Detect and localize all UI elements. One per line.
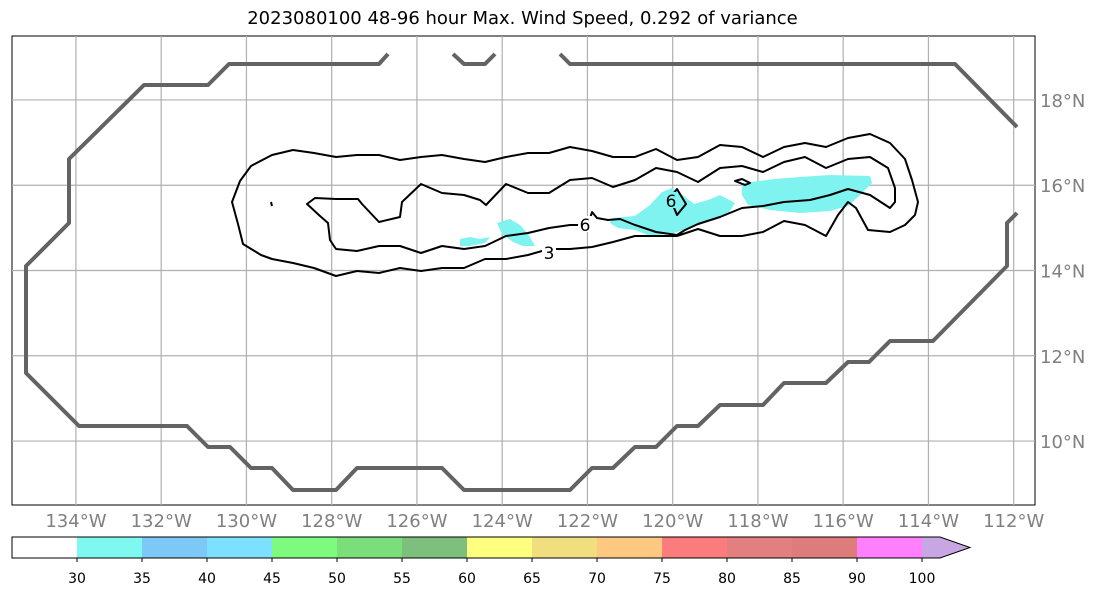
colorbar-segment	[532, 537, 597, 558]
colorbar-label: 80	[718, 571, 736, 587]
colorbar-label: 55	[393, 571, 411, 587]
colorbar-label: 30	[68, 571, 86, 587]
colorbar-segment	[727, 537, 792, 558]
colorbar-segment	[792, 537, 857, 558]
lon-tick-label: 122°W	[557, 511, 618, 532]
chart-title: 2023080100 48-96 hour Max. Wind Speed, 0…	[247, 8, 798, 29]
lon-tick-label: 112°W	[983, 511, 1044, 532]
colorbar-segment	[662, 537, 727, 558]
lon-tick-label: 120°W	[642, 511, 703, 532]
colorbar-label: 40	[198, 571, 216, 587]
colorbar-outline	[11, 536, 972, 559]
colorbar-label: 65	[523, 571, 541, 587]
contour-label-bg	[665, 192, 678, 208]
outline-top-middle	[451, 52, 497, 66]
contour-label: 3	[544, 244, 555, 264]
shade-region-center	[610, 188, 735, 236]
region-outline	[24, 52, 1019, 492]
lon-tick-label: 118°W	[727, 511, 788, 532]
contour-6-east-blob	[734, 178, 751, 186]
colorbar	[11, 536, 972, 562]
contour-label-bg	[578, 216, 592, 232]
outline-main	[24, 52, 1019, 492]
lon-tick-label: 116°W	[813, 511, 874, 532]
contour-dot	[270, 201, 273, 207]
longitude-labels: 134°W 132°W 130°W 128°W 126°W 124°W 122°W 120°W…	[45, 511, 1044, 532]
colorbar-label: 70	[588, 571, 606, 587]
colorbar-label: 45	[263, 571, 281, 587]
latitude-labels: 10°N 12°N 14°N 16°N 18°N	[1040, 91, 1085, 453]
contour-label: 6	[666, 192, 677, 212]
lon-tick-label: 114°W	[898, 511, 959, 532]
contour-6	[306, 156, 896, 254]
lat-tick-label: 16°N	[1040, 176, 1085, 197]
colorbar-label: 60	[458, 571, 476, 587]
colorbar-segment	[337, 537, 402, 558]
outline-top-right	[558, 52, 1019, 129]
contour-label-group: 6 6 3	[542, 192, 678, 264]
colorbar-segment	[207, 537, 272, 558]
shade-region-west-b	[460, 237, 490, 246]
contour-label: 6	[580, 216, 591, 236]
colorbar-segment	[402, 537, 467, 558]
lat-tick-label: 14°N	[1040, 262, 1085, 283]
colorbar-label: 100	[909, 571, 936, 587]
colorbar-segment	[77, 537, 142, 558]
colorbar-label: 85	[783, 571, 801, 587]
colorbar-segment	[272, 537, 337, 558]
colorbar-label: 35	[133, 571, 151, 587]
lon-tick-label: 124°W	[472, 511, 533, 532]
colorbar-labels: 30 35 40 45 50 55 60 65 70 75 80 85 90 100	[68, 571, 935, 587]
colorbar-label: 75	[653, 571, 671, 587]
colorbar-label: 90	[848, 571, 866, 587]
colorbar-extend-arrow	[922, 537, 970, 558]
lat-tick-label: 18°N	[1040, 91, 1085, 112]
lon-tick-label: 130°W	[216, 511, 277, 532]
contour-3	[231, 133, 919, 277]
lon-tick-label: 128°W	[301, 511, 362, 532]
shade-region-west-a	[497, 219, 535, 246]
colorbar-label: 50	[328, 571, 346, 587]
colorbar-segment	[467, 537, 532, 558]
colorbar-segment	[857, 537, 922, 558]
lat-tick-label: 10°N	[1040, 432, 1085, 453]
lon-tick-label: 126°W	[386, 511, 447, 532]
colorbar-segment	[12, 537, 77, 558]
colorbar-segment	[597, 537, 662, 558]
lon-tick-label: 134°W	[45, 511, 106, 532]
contour-label-bg	[542, 244, 556, 260]
lon-tick-label: 132°W	[131, 511, 192, 532]
lat-tick-label: 12°N	[1040, 347, 1085, 368]
colorbar-segment	[142, 537, 207, 558]
